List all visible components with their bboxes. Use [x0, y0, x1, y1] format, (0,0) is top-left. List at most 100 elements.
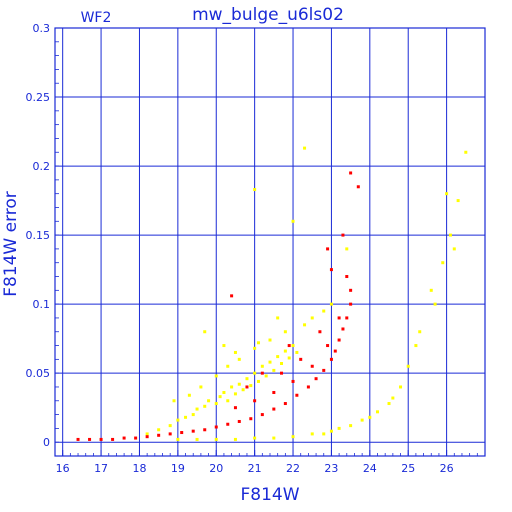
- x-tick-label: 19: [171, 462, 185, 475]
- data-point: [399, 385, 403, 389]
- data-point: [237, 382, 241, 386]
- data-point: [199, 385, 203, 389]
- data-point: [448, 233, 452, 237]
- data-point: [418, 330, 422, 334]
- data-point: [214, 402, 218, 406]
- plot-frame: [54, 27, 486, 457]
- data-point: [337, 426, 341, 430]
- data-point: [341, 233, 345, 237]
- data-point: [272, 368, 276, 372]
- y-tick-label: 0.25: [26, 91, 51, 104]
- data-point: [299, 357, 303, 361]
- data-point: [226, 399, 230, 403]
- data-point: [180, 431, 184, 435]
- data-point: [280, 361, 284, 365]
- data-point: [329, 302, 333, 306]
- data-point: [291, 435, 295, 439]
- y-tick-label: 0.15: [26, 229, 51, 242]
- data-point: [253, 436, 257, 440]
- data-point: [295, 350, 299, 354]
- data-point: [122, 436, 126, 440]
- data-point: [245, 377, 249, 381]
- data-point: [318, 330, 322, 334]
- data-point: [233, 350, 237, 354]
- x-tick-label: 25: [401, 462, 415, 475]
- data-point: [260, 364, 264, 368]
- data-point: [168, 424, 172, 428]
- data-point: [445, 192, 449, 196]
- data-point: [303, 146, 307, 150]
- data-point: [222, 390, 226, 394]
- data-point: [291, 219, 295, 223]
- data-point: [345, 275, 349, 279]
- data-point: [349, 171, 353, 175]
- data-point: [207, 399, 211, 403]
- x-tick-label: 24: [363, 462, 377, 475]
- y-tick-label: 0: [43, 436, 50, 449]
- data-point: [268, 360, 272, 364]
- x-tick-label: 22: [286, 462, 300, 475]
- data-point: [360, 418, 364, 422]
- data-point: [452, 247, 456, 251]
- data-point: [176, 437, 180, 441]
- data-point: [322, 309, 326, 313]
- y-tick-label: 0.3: [33, 22, 51, 35]
- data-point: [226, 364, 230, 368]
- data-point: [253, 346, 257, 350]
- data-point: [376, 410, 379, 414]
- data-point: [306, 385, 310, 389]
- y-tick-label: 0.1: [33, 298, 51, 311]
- x-tick-label: 23: [324, 462, 338, 475]
- data-point: [333, 349, 337, 353]
- data-point: [184, 415, 188, 419]
- data-point: [245, 385, 249, 389]
- x-tick-label: 21: [248, 462, 262, 475]
- data-point: [214, 425, 218, 429]
- data-point: [256, 379, 260, 383]
- data-point: [387, 402, 391, 406]
- data-point: [345, 247, 349, 251]
- data-point: [337, 316, 341, 320]
- data-point: [191, 429, 195, 433]
- data-point: [329, 268, 333, 272]
- x-tick-label: 17: [94, 462, 108, 475]
- x-tick-label: 16: [56, 462, 70, 475]
- data-point: [253, 188, 257, 192]
- data-point: [264, 374, 268, 378]
- data-point: [272, 436, 276, 440]
- data-point: [433, 302, 437, 306]
- data-point: [291, 379, 295, 383]
- data-point: [237, 357, 241, 361]
- data-point: [272, 407, 276, 411]
- data-point: [341, 327, 345, 331]
- y-tick-label: 0.05: [26, 367, 51, 380]
- data-point: [429, 288, 433, 292]
- x-axis-label: F814W: [240, 485, 299, 505]
- data-point: [314, 377, 318, 381]
- data-point: [368, 415, 372, 419]
- data-point: [134, 436, 138, 440]
- data-point: [233, 437, 237, 441]
- data-point: [233, 392, 237, 396]
- data-point: [349, 302, 353, 306]
- data-point: [203, 428, 207, 432]
- data-points: [76, 146, 468, 441]
- chart-title: mw_bulge_u6ls02: [192, 5, 344, 25]
- data-point: [326, 344, 330, 348]
- x-tick-label: 26: [440, 462, 454, 475]
- x-tick-label: 18: [132, 462, 146, 475]
- data-point: [349, 424, 353, 428]
- data-point: [218, 395, 222, 399]
- data-point: [287, 356, 291, 360]
- data-point: [391, 396, 395, 400]
- data-point: [272, 390, 276, 394]
- data-point: [195, 407, 199, 411]
- x-tick-label: 20: [209, 462, 223, 475]
- data-point: [176, 418, 180, 422]
- data-point: [303, 323, 307, 327]
- data-point: [237, 419, 241, 423]
- data-point: [260, 413, 264, 417]
- data-point: [76, 437, 80, 441]
- data-point: [203, 404, 207, 408]
